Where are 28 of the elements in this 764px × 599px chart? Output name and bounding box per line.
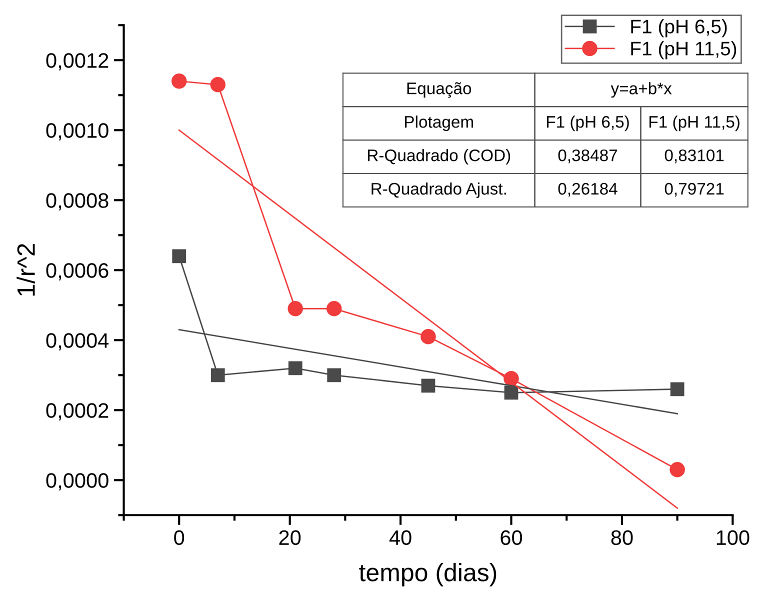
y-tick-label: 0,0000 [46, 473, 108, 490]
annotation: y=a+b*x [610, 82, 672, 98]
annotation: R-Quadrado (COD) [368, 149, 510, 165]
x-tick-label: 20 [279, 530, 301, 546]
annotation: 0,26184 [558, 182, 618, 197]
y-tick-label: 0,0008 [46, 193, 108, 210]
annotation: 0,38487 [558, 149, 618, 164]
x-tick-label: 100 [716, 530, 750, 546]
annotation: Equação [407, 82, 472, 98]
annotation: F1 (pH 6,5) [546, 116, 629, 132]
legend-label: F1 (pH 11,5) [631, 41, 736, 60]
x-axis-title: tempo (dias) [359, 563, 496, 586]
y-tick-label: 0,0012 [46, 53, 108, 70]
y-tick-label: 0,0002 [46, 403, 108, 420]
x-tick-label: 80 [611, 530, 633, 546]
y-tick-label: 0,0006 [46, 263, 108, 280]
annotation: 0,83101 [664, 149, 724, 164]
x-tick-label: 40 [389, 530, 412, 546]
x-tick-label: 60 [500, 530, 522, 546]
annotation: 0,79721 [664, 182, 724, 197]
x-tick-label: 0 [174, 530, 184, 546]
y-tick-label: 0,0010 [46, 123, 108, 140]
y-tick-label: 0,0004 [46, 333, 109, 350]
legend-label: F1 (pH 6,5) [631, 19, 727, 38]
y-axis-title: 1/r^2 [16, 244, 35, 296]
annotation: Plotagem [405, 116, 473, 132]
annotation: R-Quadrado Ajust. [372, 182, 506, 198]
annotation: F1 (pH 11,5) [650, 116, 740, 132]
